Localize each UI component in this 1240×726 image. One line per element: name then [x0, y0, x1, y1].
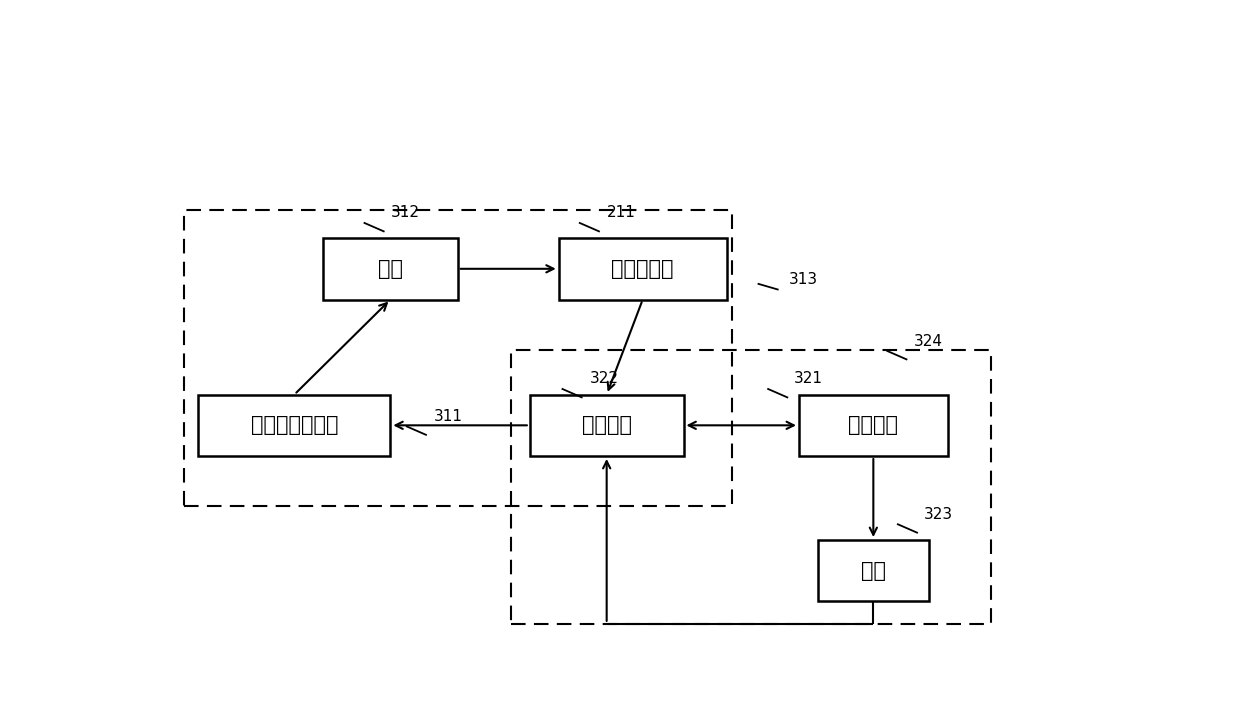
Bar	[324, 238, 458, 300]
Text: 油泵: 油泵	[378, 258, 403, 279]
Bar	[799, 395, 947, 456]
Text: 311: 311	[434, 409, 463, 425]
Text: 水泵: 水泵	[861, 560, 885, 581]
Bar	[529, 395, 683, 456]
Text: 211: 211	[606, 205, 636, 221]
Bar	[198, 395, 391, 456]
Bar	[558, 238, 727, 300]
Text: 312: 312	[391, 205, 419, 221]
Text: 热煤油管路: 热煤油管路	[611, 258, 675, 279]
Text: 313: 313	[789, 272, 818, 287]
Text: 冷却水塔: 冷却水塔	[848, 415, 898, 436]
Bar	[511, 350, 991, 624]
Text: 热交换器: 热交换器	[582, 415, 631, 436]
Text: 322: 322	[589, 372, 619, 386]
Bar	[184, 210, 732, 507]
Text: 324: 324	[914, 334, 944, 349]
Text: 热煤油加热装置: 热煤油加热装置	[250, 415, 339, 436]
Bar	[818, 540, 929, 601]
Text: 321: 321	[794, 372, 823, 386]
Text: 323: 323	[924, 507, 952, 522]
